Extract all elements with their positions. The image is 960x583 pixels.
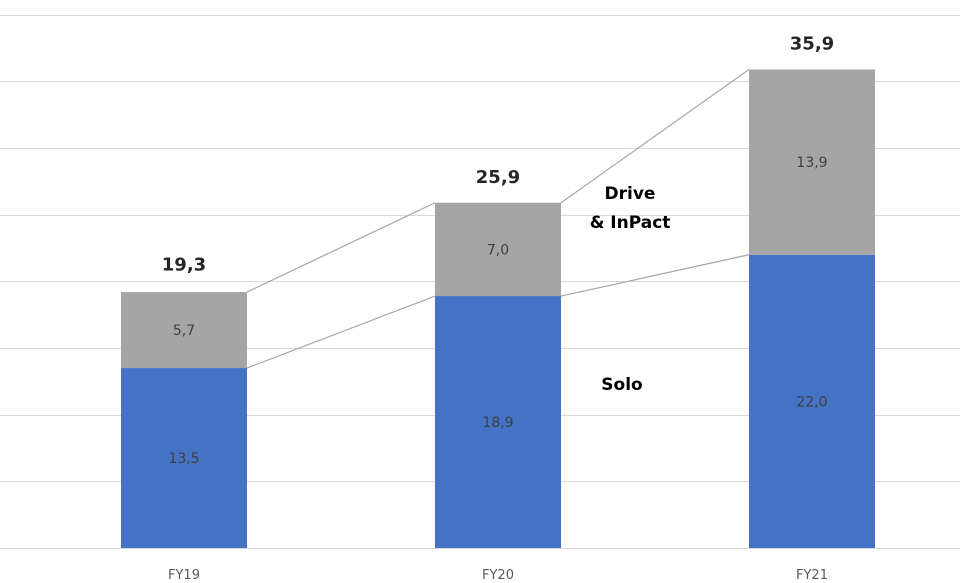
connector-lines xyxy=(246,68,750,369)
series-name-drive-line2: & InPact xyxy=(590,213,671,233)
series-name-solo: Solo xyxy=(601,375,642,395)
data-label-drive-inpact-fy19: 5,7 xyxy=(173,323,195,339)
labels: 13,5 5,7 19,3 FY19 18,9 7,0 25,9 FY20 22,0 13,9 35… xyxy=(162,33,834,583)
x-tick-label-fy20: FY20 xyxy=(482,568,514,583)
bar-solo-fy21 xyxy=(749,254,875,549)
connector-drive-inpact-fy20-fy21 xyxy=(560,68,750,204)
data-label-solo-fy19: 13,5 xyxy=(168,451,199,467)
x-tick-label-fy19: FY19 xyxy=(168,568,200,583)
bar-drive-inpact-fy20 xyxy=(435,202,561,297)
bars xyxy=(121,69,875,549)
series-name-drive-line1: Drive xyxy=(605,184,656,204)
total-label-fy20: 25,9 xyxy=(476,167,520,188)
data-label-solo-fy20: 18,9 xyxy=(482,415,513,431)
connector-solo-fy19-fy20 xyxy=(246,295,436,369)
connector-solo-fy20-fy21 xyxy=(560,254,750,297)
data-label-drive-inpact-fy20: 7,0 xyxy=(487,242,509,258)
connector-drive-inpact-fy19-fy20 xyxy=(246,202,436,293)
series-names: Drive & InPact Solo xyxy=(590,184,671,395)
data-label-drive-inpact-fy21: 13,9 xyxy=(796,155,827,171)
x-tick-label-fy21: FY21 xyxy=(796,568,828,583)
total-label-fy21: 35,9 xyxy=(790,33,834,54)
bar-drive-inpact-fy19 xyxy=(121,292,247,369)
bar-solo-fy19 xyxy=(121,368,247,548)
data-label-solo-fy21: 22,0 xyxy=(796,394,827,410)
total-label-fy19: 19,3 xyxy=(162,255,206,276)
bar-drive-inpact-fy21 xyxy=(749,69,875,255)
bar-solo-fy20 xyxy=(435,296,561,548)
